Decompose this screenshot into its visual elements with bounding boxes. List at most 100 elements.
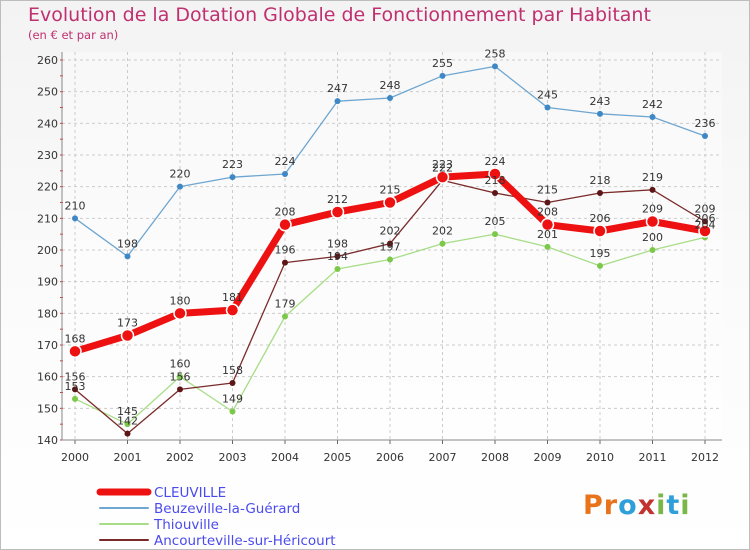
data-label-thiouville-2005: 194 xyxy=(327,250,348,263)
data-label-beuzeville-la-guerard-2006: 248 xyxy=(380,79,401,92)
x-tick-label-2004: 2004 xyxy=(271,451,299,464)
series-point-beuzeville-la-guerard-2012 xyxy=(702,133,708,139)
series-point-thiouville-2007 xyxy=(439,240,446,247)
series-point-thiouville-2000 xyxy=(72,395,78,402)
series-point-ancourteville-sur-hericourt-2011 xyxy=(649,186,656,193)
x-tick-label-2010: 2010 xyxy=(586,451,614,464)
series-point-thiouville-2002 xyxy=(177,373,183,380)
series-point-beuzeville-la-guerard-2001 xyxy=(124,253,131,260)
chart-subtitle: (en € et par an) xyxy=(28,28,119,42)
series-point-cleuville-2010 xyxy=(593,224,607,238)
data-label-cleuville-2002: 180 xyxy=(170,294,191,307)
series-point-ancourteville-sur-hericourt-2005 xyxy=(334,253,341,260)
data-label-beuzeville-la-guerard-2010: 243 xyxy=(590,95,611,108)
series-point-thiouville-2003 xyxy=(229,408,236,415)
series-point-cleuville-2005 xyxy=(330,205,345,219)
data-label-cleuville-2009: 208 xyxy=(537,206,558,219)
series-point-beuzeville-la-guerard-2007 xyxy=(439,72,446,79)
logo-letter: r xyxy=(603,490,619,521)
data-label-cleuville-2010: 206 xyxy=(590,212,611,225)
x-tick-label-2006: 2006 xyxy=(376,451,404,464)
y-tick-label-250: 250 xyxy=(37,86,58,99)
series-point-thiouville-2011 xyxy=(649,247,656,253)
series-point-thiouville-2008 xyxy=(492,231,498,238)
y-tick-label-150: 150 xyxy=(37,402,58,415)
data-label-thiouville-2012: 204 xyxy=(695,218,716,231)
data-label-ancourteville-sur-hericourt-2010: 218 xyxy=(590,174,611,187)
series-point-beuzeville-la-guerard-2010 xyxy=(597,110,603,117)
data-label-thiouville-2002: 160 xyxy=(170,358,191,371)
data-label-beuzeville-la-guerard-2007: 255 xyxy=(432,57,453,70)
series-point-thiouville-2009 xyxy=(544,243,551,250)
data-label-ancourteville-sur-hericourt-2004: 196 xyxy=(275,244,296,257)
data-label-beuzeville-la-guerard-2012: 236 xyxy=(695,117,716,130)
series-point-ancourteville-sur-hericourt-2008 xyxy=(492,190,498,196)
data-label-thiouville-2000: 153 xyxy=(65,380,86,393)
x-tick-label-2011: 2011 xyxy=(639,451,667,464)
data-label-thiouville-2003: 149 xyxy=(222,393,243,406)
series-point-ancourteville-sur-hericourt-2010 xyxy=(597,190,603,196)
y-tick-label-200: 200 xyxy=(37,244,58,257)
legend-label-beuzeville-la-guerard: Beuzeville-la-Guérard xyxy=(154,501,300,517)
x-tick-label-2000: 2000 xyxy=(61,451,89,464)
logo-letter: i xyxy=(656,490,667,521)
legend-label-ancourteville-sur-hericourt: Ancourteville-sur-Héricourt xyxy=(154,533,336,549)
series-point-thiouville-2010 xyxy=(597,262,603,269)
data-label-cleuville-2008: 224 xyxy=(485,155,506,168)
chart-title: Evolution de la Dotation Globale de Fonc… xyxy=(28,4,651,26)
y-tick-label-170: 170 xyxy=(37,339,58,352)
series-point-thiouville-2001 xyxy=(124,421,131,428)
data-label-beuzeville-la-guerard-2001: 198 xyxy=(117,237,138,250)
data-label-thiouville-2011: 200 xyxy=(642,231,663,244)
data-label-beuzeville-la-guerard-2000: 210 xyxy=(65,199,86,212)
data-label-cleuville-2005: 212 xyxy=(327,193,348,206)
x-tick-label-2008: 2008 xyxy=(481,451,509,464)
logo-letter: t xyxy=(666,490,681,521)
data-label-thiouville-2006: 197 xyxy=(380,241,401,254)
data-label-thiouville-2001: 145 xyxy=(117,405,138,418)
y-tick-label-140: 140 xyxy=(37,434,58,447)
series-point-beuzeville-la-guerard-2006 xyxy=(387,95,393,101)
x-tick-label-2009: 2009 xyxy=(534,451,562,464)
series-point-beuzeville-la-guerard-2011 xyxy=(649,114,656,120)
data-label-ancourteville-sur-hericourt-2008: 218 xyxy=(485,174,506,187)
series-point-ancourteville-sur-hericourt-2012 xyxy=(702,218,708,225)
data-label-cleuville-2012: 206 xyxy=(695,212,716,225)
x-tick-label-2007: 2007 xyxy=(429,451,457,464)
data-label-thiouville-2010: 195 xyxy=(590,247,611,260)
series-point-beuzeville-la-guerard-2008 xyxy=(492,63,498,70)
data-label-ancourteville-sur-hericourt-2005: 198 xyxy=(327,237,348,250)
data-label-ancourteville-sur-hericourt-2007: 222 xyxy=(432,161,453,174)
series-point-cleuville-2003 xyxy=(225,303,240,317)
series-point-ancourteville-sur-hericourt-2004 xyxy=(282,259,288,266)
series-point-ancourteville-sur-hericourt-2002 xyxy=(177,386,183,393)
data-label-beuzeville-la-guerard-2003: 223 xyxy=(222,158,243,171)
series-point-ancourteville-sur-hericourt-2000 xyxy=(72,386,78,393)
series-point-cleuville-2001 xyxy=(120,328,135,343)
data-label-beuzeville-la-guerard-2008: 258 xyxy=(485,47,506,60)
x-tick-label-2001: 2001 xyxy=(114,451,142,464)
x-tick-label-2003: 2003 xyxy=(219,451,247,464)
data-label-beuzeville-la-guerard-2004: 224 xyxy=(275,155,296,168)
series-point-thiouville-2006 xyxy=(387,256,393,263)
y-tick-label-260: 260 xyxy=(37,54,58,67)
logo-letter: P xyxy=(583,490,604,521)
series-point-cleuville-2006 xyxy=(383,195,397,210)
data-label-beuzeville-la-guerard-2002: 220 xyxy=(170,168,191,181)
series-point-cleuville-2011 xyxy=(645,214,660,229)
data-label-cleuville-2000: 168 xyxy=(65,332,86,345)
series-point-cleuville-2008 xyxy=(488,167,502,181)
series-point-cleuville-2004 xyxy=(278,217,292,232)
series-point-ancourteville-sur-hericourt-2003 xyxy=(229,380,236,386)
data-label-ancourteville-sur-hericourt-2003: 158 xyxy=(222,364,243,377)
y-tick-label-230: 230 xyxy=(37,149,58,162)
data-label-thiouville-2007: 202 xyxy=(432,225,453,238)
data-label-cleuville-2001: 173 xyxy=(117,317,138,330)
data-label-beuzeville-la-guerard-2009: 245 xyxy=(537,89,558,102)
legend-label-cleuville: CLEUVILLE xyxy=(154,485,226,501)
series-point-ancourteville-sur-hericourt-2009 xyxy=(544,199,551,206)
data-label-ancourteville-sur-hericourt-2001: 142 xyxy=(117,415,138,428)
series-point-ancourteville-sur-hericourt-2006 xyxy=(387,240,393,247)
series-point-cleuville-2012 xyxy=(698,224,712,238)
series-point-beuzeville-la-guerard-2000 xyxy=(72,215,78,222)
